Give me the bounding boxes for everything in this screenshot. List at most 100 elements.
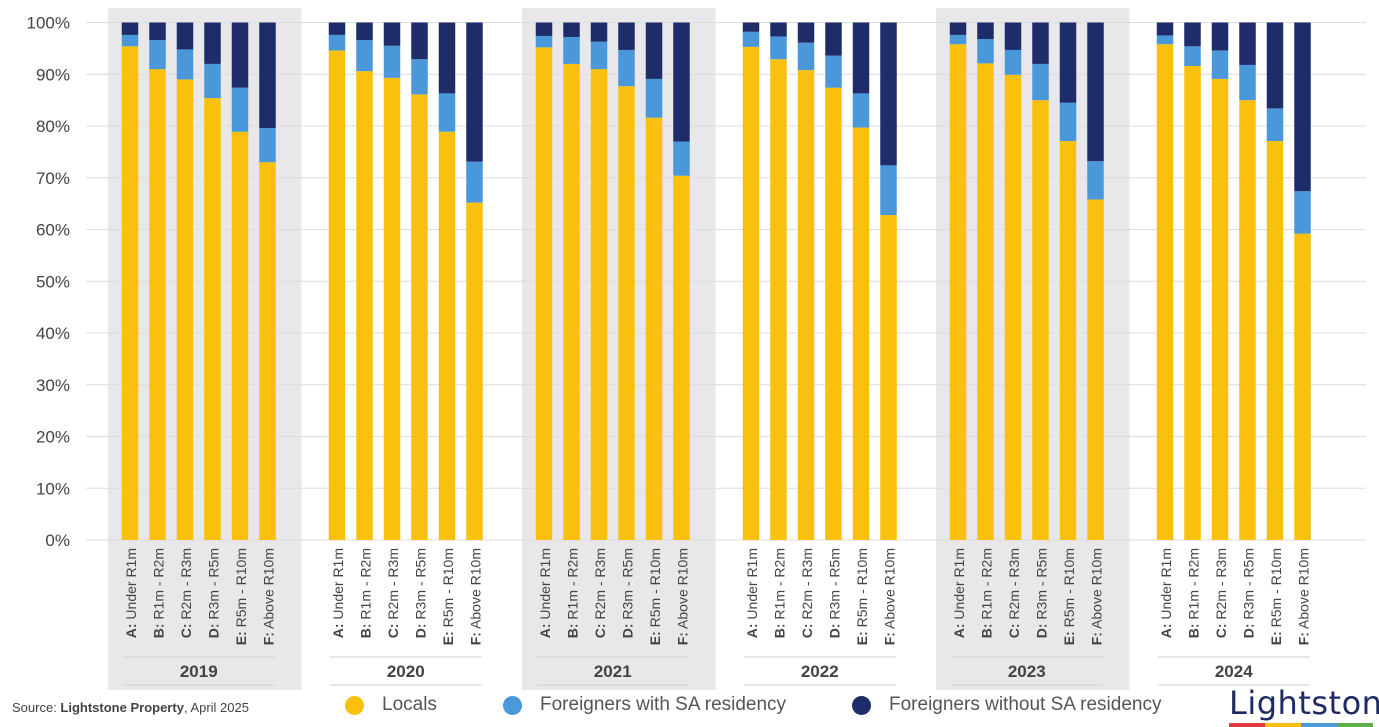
bar-2024-b-series-0 <box>1184 65 1201 540</box>
bar-2024-e-series-1 <box>1266 108 1284 142</box>
bar-2024-f-series-1 <box>1294 191 1311 234</box>
category-label: E: R5m - R10m <box>854 548 870 645</box>
bar-2021-c-series-2 <box>590 22 608 42</box>
category-label: E: R5m - R10m <box>440 548 456 645</box>
bar-2019-d-series-2 <box>204 22 221 64</box>
category-label: F: Above R10m <box>675 548 691 645</box>
legend-item-foreigners-with-residency: Foreigners with SA residency <box>503 694 786 716</box>
bar-2020-e-series-0 <box>438 131 456 540</box>
bar-2023-d-series-1 <box>1032 63 1049 101</box>
bar-2019-e-series-0 <box>231 131 249 540</box>
bar-2019-c-series-1 <box>176 49 194 80</box>
group-label-2019: 2019 <box>180 662 218 681</box>
bar-2021-b-series-1 <box>563 36 580 64</box>
y-tick-label: 100% <box>27 14 70 33</box>
category-label: D: R3m - R5m <box>827 548 843 638</box>
bar-2019-d-series-0 <box>204 98 221 541</box>
bar-2023-b-series-1 <box>977 39 994 64</box>
category-label: C: R2m - R3m <box>1213 548 1229 638</box>
bar-2022-e-series-0 <box>852 127 870 541</box>
bar-2021-d-series-0 <box>618 86 635 540</box>
bar-2024-d-series-2 <box>1239 22 1256 65</box>
category-label: F: Above R10m <box>468 548 484 645</box>
bar-2020-c-series-1 <box>383 45 401 78</box>
bar-2021-c-series-0 <box>590 69 608 540</box>
bar-2022-a-series-2 <box>742 22 760 32</box>
bar-2023-f-series-2 <box>1087 22 1104 162</box>
category-label: E: R5m - R10m <box>647 548 663 645</box>
bar-2023-a-series-0 <box>949 44 967 541</box>
bar-2022-b-series-1 <box>770 36 787 60</box>
bar-2019-a-series-2 <box>121 22 139 35</box>
bar-2024-e-series-0 <box>1266 141 1284 540</box>
bar-2019-a-series-0 <box>121 46 139 541</box>
bar-2021-b-series-2 <box>563 22 580 37</box>
y-tick-label: 30% <box>36 376 70 395</box>
category-label: B: R1m - R2m <box>151 548 167 638</box>
bar-2019-b-series-0 <box>149 69 166 540</box>
bar-2020-c-series-2 <box>383 22 401 46</box>
bar-2024-b-series-1 <box>1184 46 1201 66</box>
legend-swatch-locals <box>345 695 364 715</box>
bar-2024-f-series-2 <box>1294 22 1311 192</box>
y-tick-label: 20% <box>36 428 70 447</box>
category-label: F: Above R10m <box>882 548 898 645</box>
bar-2021-f-series-2 <box>673 22 690 142</box>
bar-2021-f-series-1 <box>673 141 690 176</box>
category-label: D: R3m - R5m <box>620 548 636 638</box>
bar-2019-b-series-1 <box>149 40 166 70</box>
bar-2020-a-series-1 <box>328 34 346 51</box>
bar-2024-d-series-0 <box>1239 100 1256 540</box>
bar-2019-b-series-2 <box>149 22 166 41</box>
bar-2019-d-series-1 <box>204 63 221 99</box>
bar-2019-f-series-1 <box>259 128 276 163</box>
source-date: , April 2025 <box>183 700 249 715</box>
bar-2024-a-series-0 <box>1156 44 1174 541</box>
bar-2021-d-series-1 <box>618 49 635 87</box>
category-label: E: R5m - R10m <box>1061 548 1077 645</box>
y-tick-label: 70% <box>36 169 70 188</box>
bar-2023-e-series-1 <box>1059 102 1077 142</box>
bar-2023-a-series-1 <box>949 34 967 45</box>
category-label: C: R2m - R3m <box>178 548 194 638</box>
footer: Source: Lightstone Property, April 2025 … <box>0 684 1379 727</box>
y-tick-label: 90% <box>36 65 70 84</box>
legend-swatch-foreigners-with-residency <box>503 695 522 715</box>
group-label-2024: 2024 <box>1215 662 1253 681</box>
bar-2021-b-series-0 <box>563 63 580 541</box>
bar-2022-f-series-1 <box>880 165 897 216</box>
bar-2022-f-series-2 <box>880 22 897 166</box>
legend-label-foreigners-with-residency: Foreigners with SA residency <box>540 694 787 715</box>
category-label: B: R1m - R2m <box>358 548 374 638</box>
group-label-2023: 2023 <box>1008 662 1046 681</box>
legend-item-locals: Locals <box>345 694 437 716</box>
bar-2023-d-series-0 <box>1032 100 1049 540</box>
bar-2023-f-series-1 <box>1087 161 1104 200</box>
category-label: B: R1m - R2m <box>772 548 788 638</box>
bar-2021-a-series-0 <box>535 47 553 541</box>
bar-2023-d-series-2 <box>1032 22 1049 64</box>
bar-2019-e-series-1 <box>231 87 249 132</box>
bar-2020-d-series-0 <box>411 94 428 541</box>
bar-2023-a-series-2 <box>949 22 967 35</box>
y-tick-label: 0% <box>45 531 70 550</box>
y-tick-label: 40% <box>36 324 70 343</box>
y-tick-label: 50% <box>36 272 70 291</box>
category-label: A: Under R1m <box>744 548 760 638</box>
group-label-2022: 2022 <box>801 662 839 681</box>
bar-2022-b-series-2 <box>770 22 787 37</box>
bar-2020-b-series-1 <box>356 40 373 72</box>
bar-2021-d-series-2 <box>618 22 635 50</box>
stacked-bar-chart: 0% 10% 20% 30% 40% 50% 60% 70% 80% 90% 100% A: Unde… <box>27 8 1366 690</box>
y-tick-label: 60% <box>36 221 70 240</box>
bar-2022-d-series-2 <box>825 22 842 56</box>
bar-2019-c-series-2 <box>176 22 194 50</box>
bar-2024-c-series-2 <box>1211 22 1229 51</box>
category-label: F: Above R10m <box>261 548 277 645</box>
bar-2020-f-series-0 <box>466 202 483 540</box>
bar-2020-d-series-2 <box>411 22 428 60</box>
legend-item-foreigners-without-residency: Foreigners without SA residency <box>852 694 1161 716</box>
bar-2021-f-series-0 <box>673 175 690 540</box>
bar-2021-e-series-1 <box>645 78 663 118</box>
category-label: C: R2m - R3m <box>799 548 815 638</box>
